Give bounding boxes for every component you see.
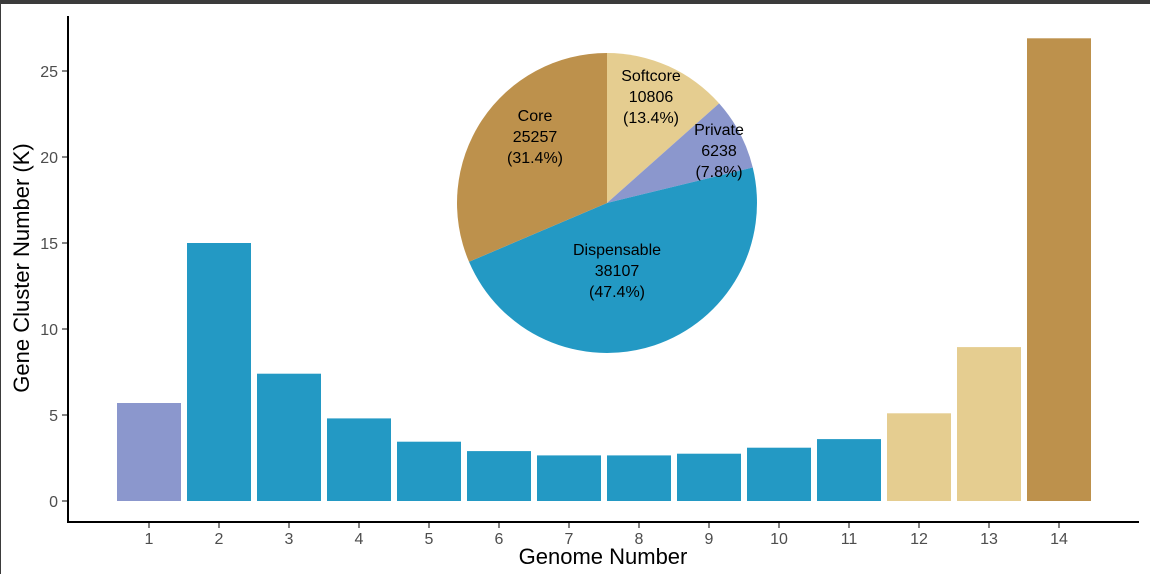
pie-label-core-percent: (31.4%): [507, 150, 563, 167]
x-tick-label: 13: [980, 531, 998, 548]
bar-genome-3: [257, 373, 321, 501]
pie-label-softcore-name: Softcore: [621, 68, 681, 85]
x-tick-label: 1: [145, 531, 154, 548]
pie-slice-dispensable: [469, 167, 757, 353]
y-tick-label: 20: [40, 150, 58, 167]
x-tick-label: 6: [495, 531, 504, 548]
x-tick-label: 11: [841, 531, 858, 548]
bar-genome-12: [887, 413, 951, 501]
pie-chart: [457, 53, 757, 353]
pie-label-core-name: Core: [518, 108, 553, 125]
pie-labels: Softcore 10806 (13.4%) Private 6238 (7.8%) Dis…: [507, 68, 744, 301]
bar-genome-6: [467, 451, 531, 501]
x-tick-label: 3: [285, 531, 294, 548]
bar-genome-9: [677, 453, 741, 501]
pie-label-dispensable-percent: (47.4%): [589, 284, 645, 301]
pie-label-dispensable-name: Dispensable: [573, 242, 661, 259]
pie-slice-core: [457, 53, 607, 262]
y-tick-label: 10: [40, 322, 58, 339]
pie-slice-softcore: [607, 53, 720, 203]
bar-genome-4: [327, 418, 391, 501]
bar-series: [117, 38, 1091, 502]
pie-label-private-value: 6238: [701, 143, 737, 160]
bar-genome-13: [957, 347, 1021, 501]
y-tick-label: 0: [49, 494, 58, 511]
x-tick-label: 14: [1050, 531, 1068, 548]
y-axis-title: Gene Cluster Number (K): [9, 143, 34, 392]
pie-label-dispensable-value: 38107: [595, 263, 640, 280]
bar-genome-8: [607, 455, 671, 501]
x-tick-label: 8: [635, 531, 644, 548]
bar-genome-14: [1027, 38, 1091, 502]
y-tick-label: 5: [49, 408, 58, 425]
x-tick-label: 12: [910, 531, 928, 548]
x-tick-label: 2: [215, 531, 224, 548]
pie-label-softcore-value: 10806: [629, 89, 674, 106]
x-tick-label: 5: [425, 531, 434, 548]
bar-genome-1: [117, 403, 181, 501]
bar-genome-7: [537, 455, 601, 501]
window-left-border: [0, 0, 1, 574]
x-tick-label: 4: [355, 531, 364, 548]
x-tick-label: 9: [705, 531, 714, 548]
window-top-border: [0, 0, 1150, 4]
bar-genome-11: [817, 439, 881, 501]
x-axis-title: Genome Number: [519, 544, 688, 569]
pie-label-softcore-percent: (13.4%): [623, 110, 679, 127]
x-ticks: 1 2 3 4 5 6 7 8 9 10 11 12 13 14: [145, 523, 1068, 548]
pie-label-private-percent: (7.8%): [695, 164, 742, 181]
x-tick-label: 7: [565, 531, 574, 548]
y-tick-label: 25: [40, 64, 58, 81]
y-ticks: 0 5 10 15 20 25: [40, 64, 67, 511]
axes: [67, 16, 1139, 523]
y-tick-label: 15: [40, 236, 58, 253]
pie-slice-private: [607, 103, 753, 203]
pie-label-private-name: Private: [694, 122, 744, 139]
bar-genome-2: [187, 243, 251, 501]
bar-genome-10: [747, 447, 811, 501]
x-tick-label: 10: [770, 531, 788, 548]
pie-label-core-value: 25257: [513, 129, 558, 146]
bar-genome-5: [397, 441, 461, 501]
